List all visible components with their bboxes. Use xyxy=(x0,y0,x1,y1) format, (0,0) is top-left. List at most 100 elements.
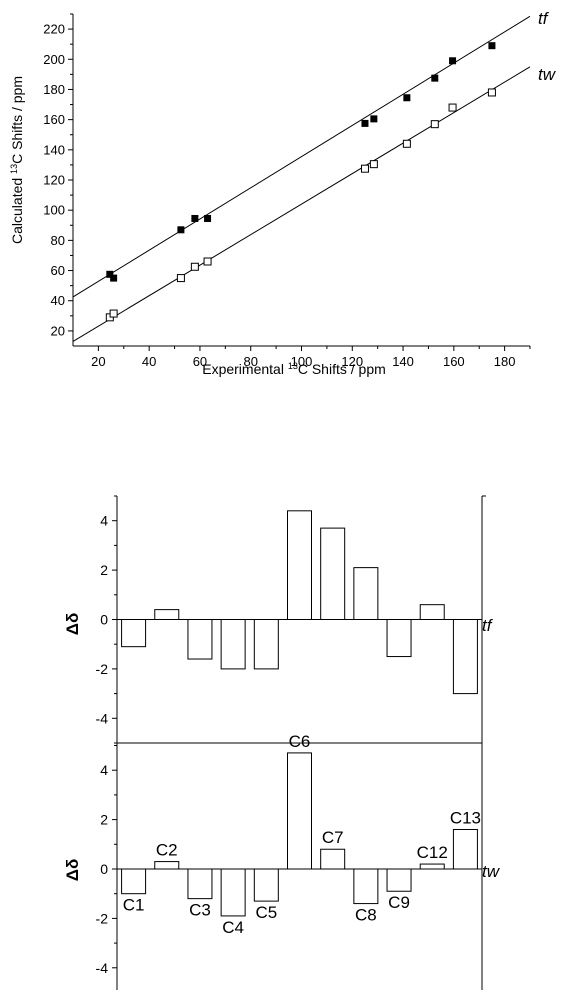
scatter-x-tick-label: 180 xyxy=(494,354,516,369)
data-point-tw xyxy=(176,274,185,283)
data-point-tf xyxy=(361,119,369,127)
bar-tf-C8 xyxy=(353,567,379,621)
data-point-tw xyxy=(430,120,439,129)
scatter-points xyxy=(105,42,496,322)
bar-category-label: C2 xyxy=(156,841,178,860)
bar-tw-C5 xyxy=(253,868,279,902)
bar-tw-C12 xyxy=(419,863,445,870)
scatter-x-tick-label: 40 xyxy=(142,354,156,369)
bar-tf-C7 xyxy=(320,527,346,620)
scatter-x-tick-label: 120 xyxy=(341,354,363,369)
bar-category-label: C6 xyxy=(289,732,311,751)
data-point-tf xyxy=(110,274,118,282)
scatter-y-tick-label: 80 xyxy=(51,233,65,248)
data-point-tw xyxy=(487,88,496,97)
data-point-tf xyxy=(431,74,439,82)
bar-tf-C9 xyxy=(386,619,412,658)
scatter-axes xyxy=(68,13,531,351)
bar-y-tick-label: 2 xyxy=(100,812,108,828)
bar-y-tick-label: -4 xyxy=(96,710,109,726)
data-point-tf xyxy=(106,270,114,278)
data-point-tf xyxy=(191,214,199,222)
bar-panel-tw xyxy=(121,752,478,917)
scatter-x-tick-label: 140 xyxy=(392,354,414,369)
scatter-fit-lines xyxy=(72,15,531,342)
bar-tw-C13 xyxy=(452,828,478,870)
bar-tf-C4 xyxy=(220,619,246,670)
data-point-tf xyxy=(204,214,212,222)
data-point-tw xyxy=(203,257,212,266)
bar-tf-C5 xyxy=(253,619,279,670)
bar-tw-C4 xyxy=(220,868,246,917)
bar-tf-C13 xyxy=(452,619,478,695)
scatter-x-tick-label: 80 xyxy=(243,354,257,369)
scatter-x-tick-label: 60 xyxy=(193,354,207,369)
scatter-y-tick-label: 40 xyxy=(51,293,65,308)
bar-y-axis-label-tf: Δδ xyxy=(63,613,82,636)
data-point-tw xyxy=(402,139,411,148)
bar-y-tick-label: 0 xyxy=(100,612,108,628)
bar-category-label: C8 xyxy=(355,906,377,925)
bar-category-label: C13 xyxy=(450,808,481,827)
bar-category-label: C7 xyxy=(322,828,344,847)
scatter-y-axis-label: Calculated 13C Shifts / ppm xyxy=(9,76,25,244)
bar-y-tick-label: 4 xyxy=(100,513,108,529)
bar-panel-tf xyxy=(121,510,478,695)
bar-category-label: C3 xyxy=(189,901,211,920)
bar-category-label: C5 xyxy=(255,903,277,922)
scatter-y-tick-label: 200 xyxy=(43,52,65,67)
bar-category-label: C9 xyxy=(388,893,410,912)
data-point-tf xyxy=(403,94,411,102)
data-point-tf xyxy=(370,115,378,123)
bar-tf-C12 xyxy=(419,604,445,620)
scatter-y-tick-label: 180 xyxy=(43,82,65,97)
bar-tw-C9 xyxy=(386,868,412,892)
bar-category-label: C4 xyxy=(222,918,244,937)
bar-y-tick-label: -2 xyxy=(96,910,109,926)
scatter-y-tick-label: 20 xyxy=(51,323,65,338)
scatter-y-tick-label: 120 xyxy=(43,173,65,188)
series-label-tf: tf xyxy=(538,9,550,28)
scatter-x-tick-label: 160 xyxy=(443,354,465,369)
fit-line-tf xyxy=(72,15,531,298)
bar-tf-C2 xyxy=(154,609,180,620)
data-point-tf xyxy=(177,226,185,234)
data-point-tw xyxy=(190,262,199,271)
bar-y-tick-label: -2 xyxy=(96,661,109,677)
bar-y-tick-label: 2 xyxy=(100,562,108,578)
scatter-tick-labels: 20 40 60 80 100 120 140 160 180 20 40 60 80 100 120 140… xyxy=(43,22,515,369)
bar-tw-C6 xyxy=(287,752,312,870)
bar-tw-C1 xyxy=(121,868,147,895)
bar-tw-C8 xyxy=(353,868,379,905)
bar-tf-C1 xyxy=(121,619,147,648)
scatter-y-tick-label: 100 xyxy=(43,203,65,218)
data-point-tw xyxy=(369,160,378,169)
scatter-y-tick-label: 60 xyxy=(51,263,65,278)
scatter-y-tick-label: 220 xyxy=(43,22,65,37)
scatter-x-axis-label: Experimental 13C Shifts / ppm xyxy=(202,361,386,377)
bar-tf-C3 xyxy=(187,619,213,660)
data-point-tw xyxy=(109,309,118,318)
bar-y-tick-label: -4 xyxy=(96,960,109,976)
panel-label-tw: tw xyxy=(482,862,501,881)
bar-category-label: C1 xyxy=(123,896,145,915)
bar-y-tick-label: 0 xyxy=(100,861,108,877)
series-label-tw: tw xyxy=(538,65,557,84)
scatter-y-tick-label: 140 xyxy=(43,142,65,157)
bar-tf-C6 xyxy=(287,510,312,621)
bar-y-axis-label-tw: Δδ xyxy=(63,859,82,882)
panel-label-tf: tf xyxy=(482,616,494,635)
bar-category-label: C12 xyxy=(417,843,448,862)
data-point-tw xyxy=(360,164,369,173)
scatter-x-tick-label: 20 xyxy=(91,354,105,369)
bar-tw-C3 xyxy=(187,868,213,900)
bar-y-tick-label: 4 xyxy=(100,762,108,778)
data-point-tf xyxy=(449,57,457,65)
scatter-y-tick-label: 160 xyxy=(43,112,65,127)
scatter-x-tick-label: 100 xyxy=(291,354,313,369)
scatter-chart: 20 40 60 80 100 120 140 160 180 20 40 60 80 100 120 140… xyxy=(9,9,557,377)
data-point-tw xyxy=(448,103,457,112)
data-point-tf xyxy=(488,42,496,50)
